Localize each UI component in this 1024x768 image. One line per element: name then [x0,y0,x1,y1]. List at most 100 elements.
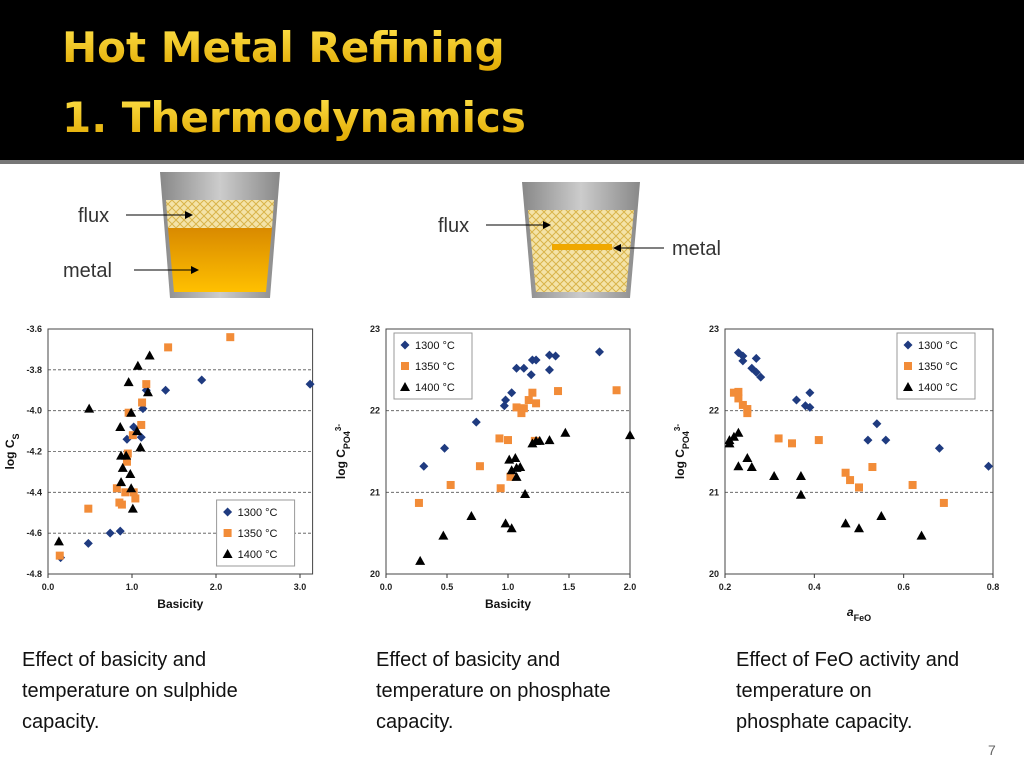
x-tick-label: 1.5 [563,582,576,592]
y-tick-label: -4.8 [26,569,42,579]
square-point [223,529,232,537]
diamond-point [751,367,761,377]
diamond-point [115,526,125,536]
legend-label: 1350 °C [415,361,455,373]
diamond-point [161,385,171,395]
diamond-point [756,372,766,382]
triangle-point [500,518,511,528]
square-point [414,498,423,507]
caption-line: capacity. [22,711,99,733]
square-point [123,449,132,458]
square-point [117,500,126,509]
axis-label-sup: 3- [334,424,343,431]
triangle-point [625,430,635,440]
triangle-point [117,462,128,472]
triangle-point [515,462,526,472]
triangle-point [438,530,449,540]
square-point [729,388,738,397]
legend-label: 1400 °C [238,549,278,561]
square-point [734,387,743,396]
triangle-point [903,382,913,391]
triangle-point [466,511,477,521]
title-rule [0,160,1024,164]
diamond-point [122,434,132,444]
triangle-point [126,483,137,493]
axis-label: Basicity [485,597,531,611]
crucible-1 [160,172,280,298]
diamond-point [501,395,511,405]
triangle-point [733,427,744,437]
diamond-point [738,351,748,361]
plot-border [47,328,314,575]
square-point [401,362,409,370]
diamond-point [507,388,517,398]
triangle-point [125,468,136,478]
axis-label: aFeO [847,605,871,623]
diamond-point [984,461,994,471]
triangle-point [724,438,735,448]
square-point [475,462,484,471]
y-tick-label: 23 [370,324,380,334]
triangle-point [510,453,521,463]
square-point [495,434,504,443]
square-point [142,380,151,389]
x-tick-label: 0.4 [808,582,821,592]
y-tick-label: 21 [370,487,380,497]
square-point [841,468,850,477]
square-point [446,480,455,489]
diamond-point [751,353,761,363]
diamond-point [400,340,410,350]
square-point [517,409,526,418]
square-point [939,498,948,507]
metal-layer [168,228,272,292]
caption-line: Effect of basicity and [22,649,206,671]
diamond-point [872,419,882,429]
y-tick-label: -4.2 [26,447,42,457]
axis-label-text: log C [334,449,348,479]
caption-line: temperature on phosphate [376,680,611,702]
square-point [868,463,877,472]
triangle-point [511,471,522,481]
triangle-point [795,471,806,480]
triangle-point [544,435,555,445]
diamond-point [805,402,815,412]
diamond-point [881,435,891,445]
diamond-point [223,507,233,517]
axis-label-sub: FeO [854,613,872,623]
triangle-point [506,465,517,475]
diamond-point [595,347,604,357]
square-point [121,488,130,497]
y-tick-label: 22 [709,406,719,416]
triangle-point [123,377,134,387]
square-point [137,420,146,429]
square-point [612,386,621,395]
legend-label: 1350 °C [918,361,958,373]
triangle-point [53,536,64,546]
caption-line: temperature on [736,680,872,702]
diamond-point [544,365,554,375]
flux-label: flux [438,215,469,237]
legend-label: 1300 °C [918,340,958,352]
square-point [855,483,863,492]
x-tick-label: 0.2 [719,582,732,592]
caption-line: Effect of basicity and [376,649,560,671]
triangle-point [534,435,545,445]
diamond-point [519,363,529,373]
y-tick-label: 22 [370,406,380,416]
square-point [138,398,147,407]
square-point [506,472,515,481]
triangle-point [132,426,143,436]
diamond-point [197,375,207,385]
triangle-point [142,387,153,397]
diamond-point [440,443,450,453]
square-point [532,399,541,408]
axis-label: log CPO43- [673,424,692,479]
legend-label: 1300 °C [238,507,278,519]
triangle-point [400,382,410,391]
triangle-point [742,453,753,463]
triangle-point [733,461,744,471]
axis-label-sub: PO4 [342,431,352,449]
subtitle: 1. Thermodynamics [62,93,526,142]
diamond-point [805,388,815,398]
x-tick-label: 0.5 [441,582,454,592]
